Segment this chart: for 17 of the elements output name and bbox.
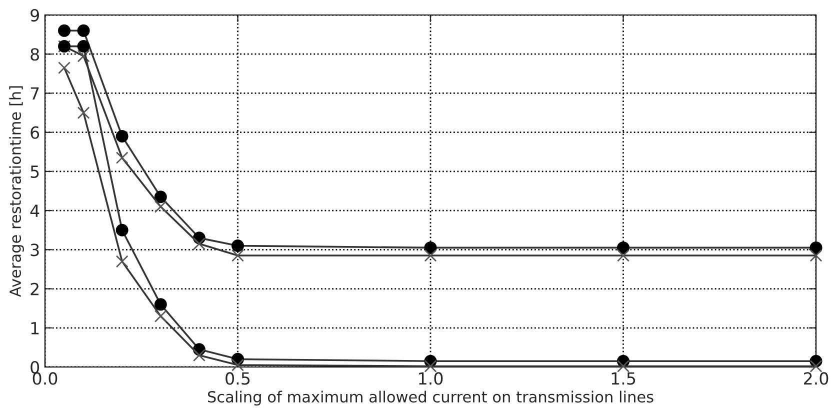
x-tick-label: 0.5 <box>226 372 250 385</box>
y-axis-title: Average restorationtime [h] <box>9 86 24 297</box>
x-tick-label: 2.0 <box>804 372 828 385</box>
y-tick-label: 2 <box>30 282 38 296</box>
x-tick-label: 0.0 <box>32 372 58 385</box>
x-axis-title: Scaling of maximum allowed current on transmission lines <box>208 390 654 406</box>
y-tick-label: 6 <box>30 126 40 139</box>
y-tick-label: 1 <box>31 322 39 334</box>
y-tick-label: 9 <box>30 8 39 22</box>
x-tick-label: 1.0 <box>419 372 443 385</box>
y-tick-label: 5 <box>30 166 39 178</box>
y-tick-label: 0 <box>30 360 40 374</box>
y-tick-label: 4 <box>30 204 40 217</box>
y-tick-label: 7 <box>30 87 39 100</box>
x-tick-label: 1.5 <box>612 372 636 385</box>
y-tick-label: 3 <box>30 244 39 256</box>
y-tick-label: 8 <box>30 48 39 61</box>
